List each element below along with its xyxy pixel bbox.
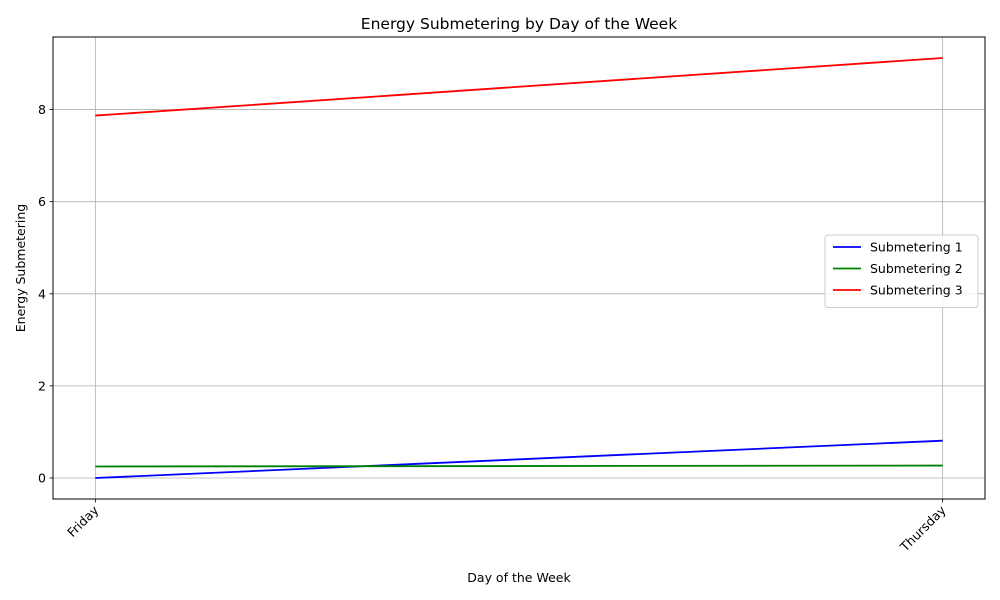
legend-label: Submetering 1: [870, 240, 963, 255]
x-axis-label: Day of the Week: [467, 570, 571, 585]
legend: Submetering 1 Submetering 2 Submetering 3: [824, 234, 979, 308]
y-tick-label: 0: [38, 471, 46, 486]
series-line-submetering-2: [95, 464, 943, 468]
legend-label: Submetering 2: [870, 261, 963, 276]
y-axis-label: Energy Submetering: [13, 204, 28, 332]
chart-title: Energy Submetering by Day of the Week: [361, 15, 677, 33]
series-line-submetering-3: [95, 57, 943, 117]
y-tick-label: 4: [38, 286, 46, 301]
plot-frame: [52, 36, 986, 500]
y-tick-label: 6: [38, 194, 46, 209]
legend-box: [824, 234, 979, 308]
y-tick-label: 8: [38, 102, 46, 117]
legend-label: Submetering 3: [870, 283, 963, 298]
y-axis-ticks: 0 2 4 6 8: [38, 102, 53, 486]
y-tick-label: 2: [38, 378, 46, 393]
series-line-submetering-1: [95, 439, 943, 479]
grid-lines: [53, 37, 985, 499]
series-lines: [95, 57, 943, 479]
